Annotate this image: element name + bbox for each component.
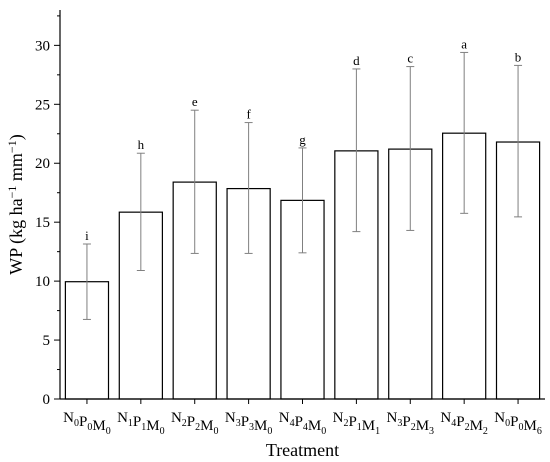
- x-tick-label-N2P1M1: N2P1M1: [333, 410, 381, 437]
- significance-letter-N1P1M0: h: [138, 137, 145, 152]
- error-bars-group: [82, 51, 523, 320]
- y-axis-title: WP (kg ha−1 mm−1): [5, 134, 27, 274]
- x-tick-label-N4P4M0: N4P4M0: [279, 410, 327, 437]
- significance-letters-group: i h e f g d c a b: [85, 36, 521, 243]
- y-tick-label-10: 10: [35, 274, 50, 290]
- x-tick-label-N2P2M0: N2P2M0: [171, 410, 219, 437]
- x-tick-labels-group: N0P0M0N1P1M0N2P2M0N3P3M0N4P4M0N2P1M1N3P2…: [63, 410, 542, 437]
- significance-letter-N2P2M0: e: [192, 94, 198, 109]
- y-tick-label-15: 15: [35, 215, 50, 231]
- y-tick-label-20: 20: [35, 156, 50, 172]
- y-tick-label-30: 30: [35, 38, 50, 54]
- y-tick-label-5: 5: [43, 333, 51, 349]
- x-tick-label-N1P1M0: N1P1M0: [117, 410, 165, 437]
- significance-letter-N0P0M0: i: [85, 228, 89, 243]
- significance-letter-N3P2M3: c: [407, 51, 413, 66]
- y-tick-label-25: 25: [35, 97, 50, 113]
- y-ticks-group: 0 5 10 15 20 25 30: [35, 15, 60, 408]
- significance-letter-N4P2M2: a: [461, 36, 467, 51]
- x-tick-label-N3P2M3: N3P2M3: [387, 410, 435, 437]
- x-tick-label-N3P3M0: N3P3M0: [225, 410, 273, 437]
- y-tick-label-0: 0: [43, 392, 51, 408]
- bar-N3P3M0: [226, 187, 271, 400]
- x-tick-label-N4P2M2: N4P2M2: [440, 410, 488, 437]
- significance-letter-N4P4M0: g: [299, 132, 306, 147]
- significance-letter-N2P1M1: d: [353, 53, 360, 68]
- significance-letter-N0P0M6: b: [515, 49, 522, 64]
- x-axis-title: Treatment: [266, 440, 339, 460]
- x-tick-label-N0P0M6: N0P0M6: [494, 410, 542, 437]
- significance-letter-N3P3M0: f: [246, 107, 251, 122]
- x-tick-label-N0P0M0: N0P0M0: [63, 410, 111, 437]
